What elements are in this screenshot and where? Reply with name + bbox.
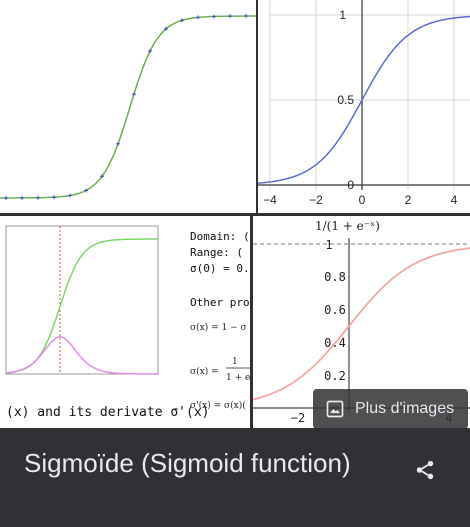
curve-marker: [20, 195, 24, 200]
image-icon: [326, 400, 344, 418]
y-tick-0: 0: [347, 178, 354, 192]
curve-marker: [244, 14, 248, 19]
curve-markers: [4, 14, 248, 200]
result-title[interactable]: Sigmoïde (Sigmoid function): [24, 448, 351, 478]
curve-marker: [4, 195, 8, 200]
formula-3: σ'(x) = σ(x)(: [190, 400, 246, 411]
derivative-curve: [5, 336, 158, 375]
y-tick-1: 1: [339, 8, 346, 22]
formula-2-num: 1: [232, 357, 238, 367]
share-button[interactable]: [410, 455, 440, 485]
curve-marker: [68, 193, 72, 198]
share-icon: [416, 460, 434, 480]
formula-2-lhs: σ(x) =: [190, 366, 219, 377]
curve-marker: [180, 18, 184, 23]
curve-marker: [196, 15, 200, 20]
sigmoid-grid-plot: 1 0.5 0 −4 −2 0 2 4: [258, 0, 470, 207]
curve-marker: [132, 92, 136, 97]
curve-marker: [36, 195, 40, 200]
y-tick-0.2: 0.2: [324, 369, 346, 383]
formula-2-den: 1 + e: [226, 373, 250, 383]
x-tick-0: 0: [359, 193, 366, 207]
y-tick-0.5: 0.5: [337, 93, 354, 107]
x-tick-minus2: −2: [291, 411, 305, 425]
image-tile-sigmoid-markers[interactable]: [0, 0, 256, 213]
curve-marker: [228, 14, 232, 19]
curve-marker: [116, 141, 120, 146]
axes: [258, 0, 470, 190]
plot-frame: [5, 225, 159, 375]
logistic-curve: [253, 247, 470, 401]
more-images-button[interactable]: Plus d'images: [313, 389, 468, 429]
sigmoid-markers-plot: [0, 14, 256, 200]
plot-title: 1/(1 + e⁻ˣ): [315, 219, 380, 233]
curve-marker: [164, 26, 168, 31]
formula-1: σ(x) = 1 − σ: [190, 322, 247, 333]
sigmoid-derivative-doc: (x) and its derivate σ'(x) Domain: ( Ran…: [5, 225, 250, 420]
sigmoid-curve: [258, 15, 470, 184]
figure-caption: (x) and its derivate σ'(x): [6, 405, 210, 420]
result-caption: Sigmoïde (Sigmoid function): [0, 431, 470, 527]
domain-text: Domain: (: [190, 230, 250, 243]
sigmoid-curve: [5, 238, 158, 374]
sigma0-text: σ(0) = 0.: [190, 262, 250, 275]
range-text: Range: (: [190, 246, 243, 259]
curve-marker: [84, 188, 88, 193]
x-tick-4: 4: [451, 193, 458, 207]
curve-marker: [52, 195, 56, 200]
logistic-red-plot: 1/(1 + e⁻ˣ) 1 0.8 0.6 0.4 0.2 −2 4: [253, 219, 470, 425]
curve-marker: [148, 49, 152, 54]
x-tick-minus4: −4: [263, 193, 277, 207]
image-tile-sigmoid-grid[interactable]: 1 0.5 0 −4 −2 0 2 4: [258, 0, 470, 213]
image-tile-sigmoid-derivative[interactable]: (x) and its derivate σ'(x) Domain: ( Ran…: [0, 216, 250, 428]
curve-marker: [100, 174, 104, 179]
x-tick-minus2: −2: [309, 193, 323, 207]
y-tick-0.8: 0.8: [324, 270, 346, 284]
curve-marker: [212, 14, 216, 19]
y-tick-1: 1: [325, 238, 332, 252]
sigmoid-curve: [0, 15, 256, 199]
x-tick-2: 2: [405, 193, 412, 207]
more-images-label: Plus d'images: [355, 400, 455, 417]
y-tick-0.6: 0.6: [324, 303, 346, 317]
grid-lines: [269, 0, 470, 190]
other-props-text: Other prop: [190, 296, 250, 309]
